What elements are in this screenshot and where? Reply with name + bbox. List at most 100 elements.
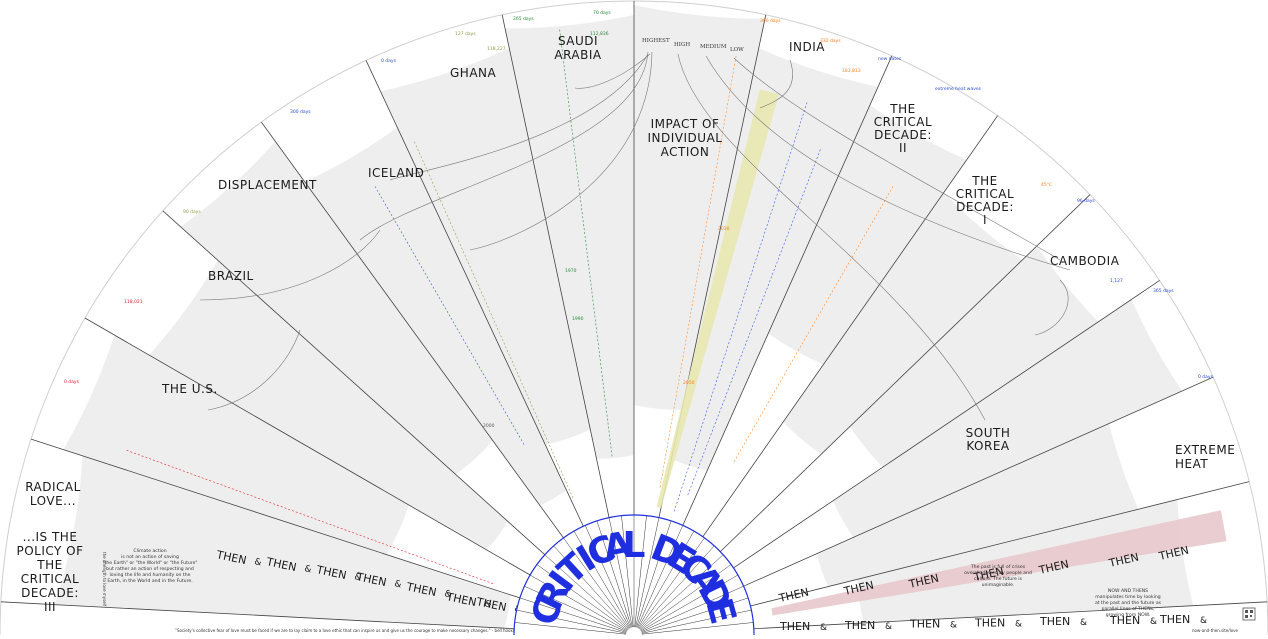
divider-5 bbox=[702, 115, 998, 537]
hub-spoke-36 bbox=[640, 564, 732, 631]
hub-spoke-144 bbox=[536, 564, 628, 631]
para-right-line-3: unimaginable. bbox=[982, 582, 1015, 588]
impact-title-line-3: ACTION bbox=[661, 145, 710, 159]
shaded-band-2 bbox=[832, 299, 1183, 538]
shaded-band-14 bbox=[54, 455, 511, 629]
amp-left-3: & bbox=[393, 579, 402, 590]
center-hub bbox=[513, 514, 755, 636]
level-medium: MEDIUM bbox=[700, 44, 727, 50]
divider-12 bbox=[162, 210, 546, 556]
para-far-line-0: NOW AND THENS bbox=[1108, 588, 1148, 594]
divider-2 bbox=[743, 376, 1214, 587]
country-cambodia: CAMBODIA bbox=[1050, 254, 1120, 268]
marker-india-days2: 332 days bbox=[820, 38, 841, 44]
shaded-band-10 bbox=[304, 127, 567, 506]
shaded-band-12 bbox=[149, 260, 508, 550]
shaded-band-3 bbox=[849, 245, 1099, 468]
impact-title-line-1: IMPACT OF bbox=[651, 117, 720, 131]
extreme-heat-line-1: EXTREME bbox=[1175, 443, 1235, 457]
country-india: INDIA bbox=[789, 40, 825, 54]
country-south-korea-line-2: KOREA bbox=[966, 439, 1010, 453]
hub-spoke-120 bbox=[573, 530, 631, 629]
then-bottom-1: THEN bbox=[844, 619, 875, 632]
left-labels: RADICAL LOVE... ...IS THE POLICY OF THE … bbox=[16, 480, 83, 614]
shaded-band-7 bbox=[634, 5, 765, 411]
hub-spoke-102 bbox=[608, 517, 633, 628]
hub-spoke-156 bbox=[524, 585, 627, 632]
hub-spoke-18 bbox=[641, 597, 749, 633]
then-left-1: THEN bbox=[264, 555, 297, 574]
hub-spoke-30 bbox=[640, 574, 739, 632]
pink-bar bbox=[771, 510, 1227, 616]
para-far-line-4: growing from NOW. bbox=[1106, 612, 1151, 618]
hub-spoke-78 bbox=[635, 517, 660, 628]
connector-arc-7 bbox=[207, 329, 301, 411]
connector-arcs bbox=[199, 51, 1071, 421]
country-us: THE U.S. bbox=[161, 382, 218, 396]
decade-i-line-2: CRITICAL bbox=[956, 187, 1014, 201]
divider-6 bbox=[682, 55, 893, 526]
marker-saudi-days: 70 days bbox=[593, 10, 611, 16]
para-left-line-5: Earth, in the World and in the Future. bbox=[107, 578, 192, 584]
divider-3 bbox=[733, 280, 1160, 569]
impact-title: IMPACT OF INDIVIDUAL ACTION bbox=[648, 117, 722, 159]
hub-spoke-108 bbox=[596, 520, 632, 628]
amp-left-0: & bbox=[253, 557, 262, 568]
connector-arc-4 bbox=[733, 57, 1061, 261]
country-displacement: DISPLACEMENT bbox=[218, 178, 317, 192]
decade-ii-line-1: THE bbox=[889, 102, 915, 116]
then-bottom-4: THEN bbox=[1039, 615, 1070, 628]
hub-spoke-24 bbox=[641, 585, 744, 632]
decade-i-line-4: I bbox=[983, 213, 987, 227]
hub-spoke-12 bbox=[641, 609, 752, 634]
then-bottom-2: THEN bbox=[909, 618, 940, 631]
then-bottom-0: THEN bbox=[779, 620, 810, 633]
amp-bottom-3: & bbox=[1015, 619, 1022, 629]
marker-year-1970: 1970 bbox=[565, 268, 577, 274]
shaded-band-11 bbox=[180, 141, 493, 475]
divider-0 bbox=[753, 601, 1268, 630]
divider-14 bbox=[30, 438, 520, 599]
marker-ghana-num: 118,227 bbox=[487, 46, 506, 52]
data-markers: 70 days 265 days 112,836 127 days 118,22… bbox=[64, 10, 1214, 429]
marker-saudi-days2: 265 days bbox=[513, 16, 534, 22]
connector-arc-9 bbox=[759, 59, 793, 109]
policy-line-5: DECADE: bbox=[21, 586, 79, 600]
para-right-line-1: overshadowed by people and bbox=[964, 570, 1032, 576]
marker-year-1990: 1990 bbox=[572, 316, 584, 322]
amp-bottom-4: & bbox=[1080, 618, 1087, 628]
level-high: HIGH bbox=[674, 42, 690, 48]
divider-4 bbox=[720, 194, 1091, 552]
marker-displacement-days: 300 days bbox=[290, 109, 311, 115]
hub-spoke-6 bbox=[641, 622, 754, 635]
marker-india-num: 183,813 bbox=[842, 68, 861, 74]
country-saudi-line-2: ARABIA bbox=[554, 48, 602, 62]
marker-sk-days: 365 days bbox=[1153, 288, 1174, 294]
shaded-band-1 bbox=[816, 423, 1139, 587]
radical-love-line-2: LOVE... bbox=[30, 494, 76, 508]
marker-year-2000: 2000 bbox=[483, 423, 495, 429]
marker-brazil-days: 90 days bbox=[183, 209, 201, 215]
marker-decade-tag2: extreme heat waves bbox=[935, 86, 982, 92]
decade-i-line-3: DECADE: bbox=[956, 200, 1014, 214]
connector-arc-6 bbox=[389, 53, 649, 181]
amp-bottom-6: & bbox=[1200, 616, 1207, 626]
hub-spoke-66 bbox=[637, 525, 684, 628]
then-left-2: THEN bbox=[314, 563, 347, 582]
marker-heat-days: 0 days bbox=[1198, 374, 1214, 380]
decade-ii-line-2: CRITICAL bbox=[874, 115, 932, 129]
level-highest: HIGHEST bbox=[642, 38, 670, 44]
impact-levels: HIGHEST HIGH MEDIUM LOW bbox=[642, 38, 744, 53]
divider-15 bbox=[0, 601, 515, 630]
country-iceland: ICELAND bbox=[368, 166, 424, 180]
country-south-korea-line-1: SOUTH bbox=[966, 426, 1011, 440]
marker-year-2050: 2050 bbox=[683, 380, 695, 386]
hub-spoke-84 bbox=[634, 515, 647, 628]
policy-line-1: ...IS THE bbox=[23, 530, 78, 544]
para-left-line-2: "the Earth" or "the World" or "the Futur… bbox=[102, 560, 197, 566]
para-right-line-2: culture. The future is bbox=[974, 576, 1023, 582]
